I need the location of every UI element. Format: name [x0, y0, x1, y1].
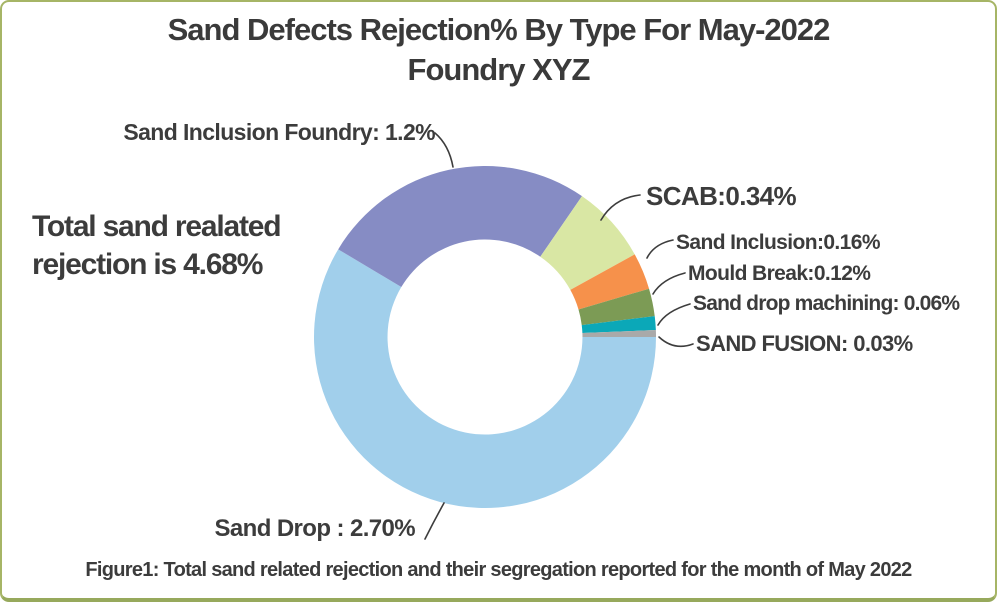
- slice-sand-drop-machining: [581, 316, 656, 334]
- leader-line-sand-fusion: [658, 336, 694, 348]
- donut-slices: [313, 166, 656, 509]
- slice-scab: [540, 196, 635, 290]
- slice-label-sand-drop: Sand Drop : 2.70%: [214, 515, 415, 542]
- slice-sand-inclusion: [570, 254, 650, 310]
- slice-label-mould-break: Mould Break:0.12%: [688, 262, 871, 285]
- leader-line-sand-drop: [424, 502, 445, 540]
- leader-line-sand-inclusion: [646, 239, 674, 259]
- leader-line-scab: [600, 194, 641, 221]
- chart-title-line1: Sand Defects Rejection% By Type For May-…: [167, 12, 831, 47]
- slice-label-sand-inclusion-foundry: Sand Inclusion Foundry: 1.2%: [123, 119, 435, 145]
- chart-title: Sand Defects Rejection% By Type For May-…: [2, 10, 995, 90]
- slice-label-sand-inclusion: Sand Inclusion:0.16%: [676, 231, 880, 254]
- leader-line-sand-inclusion-foundry: [434, 132, 454, 168]
- figure-caption: Figure1: Total sand related rejection an…: [85, 559, 912, 581]
- slice-label-sand-drop-machining: Sand drop machining: 0.06%: [693, 292, 960, 315]
- slice-sand-inclusion-foundry: [338, 166, 582, 288]
- slice-sand-fusion: [582, 330, 656, 337]
- slice-mould-break: [578, 288, 655, 326]
- total-rejection-summary: Total sand realated rejection is 4.68%: [32, 208, 282, 284]
- slice-sand-drop: [313, 249, 656, 509]
- slice-label-scab: SCAB:0.34%: [646, 181, 797, 211]
- chart-title-line2: Foundry XYZ: [407, 52, 591, 87]
- total-rejection-summary-line2: rejection is 4.68%: [32, 248, 263, 281]
- total-rejection-summary-line1: Total sand realated: [32, 210, 282, 243]
- leader-line-sand-drop-machining: [657, 303, 691, 326]
- leader-line-mould-break: [652, 272, 686, 295]
- slice-label-sand-fusion: SAND FUSION: 0.03%: [696, 331, 913, 356]
